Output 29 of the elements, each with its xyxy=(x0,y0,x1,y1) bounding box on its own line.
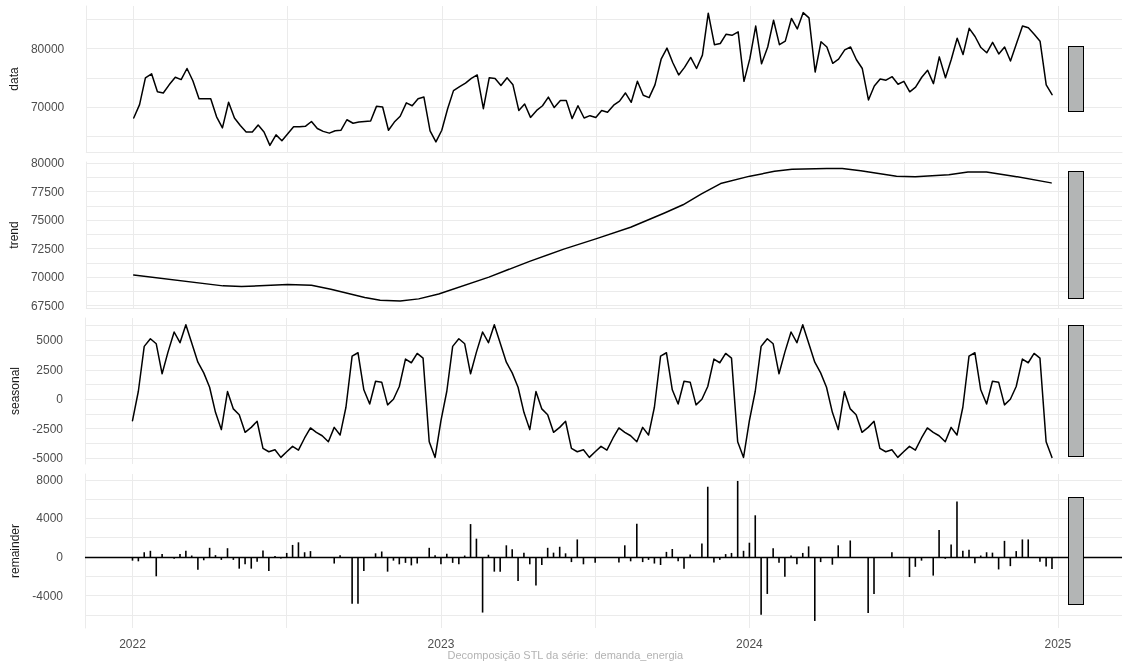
line-series xyxy=(132,11,1053,147)
y-tick-label: 70000 xyxy=(30,99,65,114)
y-tick-label: 77500 xyxy=(30,184,65,199)
x-tick-label: 2024 xyxy=(736,637,764,651)
line-series xyxy=(131,323,1053,459)
y-tick-label: -5000 xyxy=(32,451,64,466)
y-tick-label: 5000 xyxy=(36,333,64,348)
y-tick-label: 80000 xyxy=(30,156,65,171)
y-tick-label: -2500 xyxy=(32,421,64,436)
y-tick-label: 67500 xyxy=(30,298,65,313)
y-tick-label: 2500 xyxy=(36,362,64,377)
y-tick-label: 70000 xyxy=(30,270,65,285)
x-tick-label: 2022 xyxy=(119,637,147,651)
y-tick-label: 0 xyxy=(56,392,64,407)
y-tick-label: 4000 xyxy=(36,511,64,526)
y-tick-label: -4000 xyxy=(32,588,64,603)
y-axis-title: data xyxy=(7,67,21,91)
x-tick-label: 2025 xyxy=(1044,637,1072,651)
text: Decomposição STL da série: demanda_energia xyxy=(447,648,684,661)
y-tick-label: 0 xyxy=(56,549,64,564)
y-axis-title: seasonal xyxy=(8,366,23,416)
y-axis-title: remainder xyxy=(8,523,23,579)
y-tick-label: 8000 xyxy=(36,472,64,487)
y-tick-label: 80000 xyxy=(30,41,65,56)
y-tick-label: 75000 xyxy=(30,213,65,228)
y-tick-label: 72500 xyxy=(30,241,65,256)
line-series xyxy=(132,167,1052,302)
y-axis-title: trend xyxy=(7,221,21,249)
x-tick-label: 2023 xyxy=(427,637,455,651)
